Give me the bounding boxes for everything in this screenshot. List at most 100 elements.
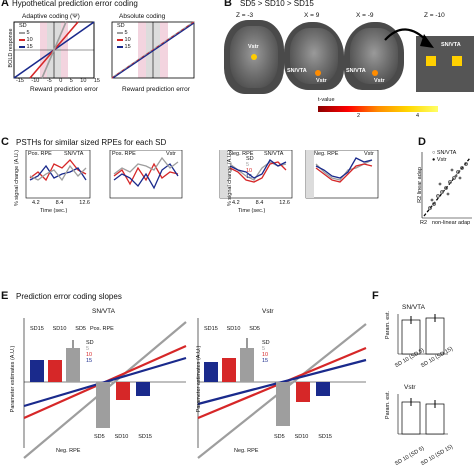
panel-a-ylabel: BOLD response xyxy=(8,28,14,68)
legend-item: 10 xyxy=(86,352,93,358)
legend-title: SD xyxy=(246,156,254,162)
legend-item: 5 xyxy=(124,30,128,36)
legend-item: 15 xyxy=(86,358,93,364)
psth-ylabel: % signal change (A.U.) xyxy=(227,149,233,207)
panel-b-title: SD5 > SD10 > SD15 xyxy=(240,0,314,8)
neg-rpe-label: Neg. RPE xyxy=(234,448,259,454)
panel-d-scatter xyxy=(421,152,472,219)
colorbar-tick: 2 xyxy=(357,113,361,119)
bar-label: SD5 xyxy=(274,434,285,440)
legend-item: 10 xyxy=(246,168,253,174)
psth-xticks: 4.2 8.4 12.6 xyxy=(32,200,90,206)
legend-title: SD xyxy=(86,340,94,346)
brain-slice-sagittal-right xyxy=(284,22,344,90)
bar-label: SD5 xyxy=(94,434,105,440)
bar-label: SD10 xyxy=(294,434,309,440)
tick: 12.6 xyxy=(79,200,90,206)
panel-e-slopes xyxy=(23,318,367,459)
panel-a-xlabel-right: Reward prediction error xyxy=(122,86,190,93)
psth-xlabel: Time (sec.) xyxy=(238,208,266,214)
slice-label: X = -9 xyxy=(356,12,374,19)
legend-item: SN/VTA xyxy=(436,150,457,156)
tick: -5 xyxy=(46,78,52,84)
activation-blob xyxy=(372,70,378,76)
panel-d-xlabel: non-linear adap xyxy=(432,220,471,226)
psth-label: Neg. RPE xyxy=(314,151,339,157)
psth-xlabel: Time (sec.) xyxy=(40,208,68,214)
tick: 12.6 xyxy=(279,200,290,206)
psth-label: Pos. RPE xyxy=(28,151,52,157)
region-label: SN/VTA xyxy=(92,308,115,315)
legend-item: 15 xyxy=(262,358,269,364)
psth-region: SN/VTA xyxy=(64,151,84,157)
psth-region: Vstr xyxy=(364,151,374,157)
legend-item: 15 xyxy=(246,174,253,180)
region-label: Vstr xyxy=(404,384,416,391)
legend-title: SD xyxy=(262,340,270,346)
psth-label: Neg. RPE xyxy=(229,151,254,157)
brain-slice-sagittal-left xyxy=(344,22,404,90)
tick: 10 xyxy=(80,78,87,84)
region-label: SN/VTA xyxy=(402,304,425,311)
legend-title: SD xyxy=(19,23,27,29)
bar-label: SD5 xyxy=(75,326,86,332)
panel-a-xticks: -15 -10 -5 0 5 10 15 xyxy=(16,78,100,84)
panel-a-plots xyxy=(13,21,195,79)
panel-a-legend-right: SD 5 10 15 xyxy=(117,23,131,51)
colorbar-label: t-value xyxy=(318,97,335,103)
psth-legend: SD 5 10 15 xyxy=(246,156,254,180)
tick: 4.2 xyxy=(32,200,40,206)
panel-e-ylabel: Parameter estimates (A.U.) xyxy=(10,345,16,413)
bar-labels-pos: SD15 SD10 SD5 xyxy=(204,326,260,332)
colorbar-tick: 4 xyxy=(416,113,420,119)
panel-f-bars xyxy=(397,314,448,435)
slice-label: Z = -10 xyxy=(424,12,445,19)
panel-c-title: PSTHs for similar sized RPEs for each SD xyxy=(16,138,167,147)
tick: 5 xyxy=(69,78,73,84)
bar-label: SD15 xyxy=(30,326,44,332)
pos-rpe-label: Pos. RPE xyxy=(90,326,114,332)
legend-item: 5 xyxy=(246,162,250,168)
tick: 8.4 xyxy=(255,200,264,206)
legend-item: Vstr xyxy=(436,157,447,163)
psth-xticks: 4.2 8.4 12.6 xyxy=(232,200,290,206)
bar-label: SD15 xyxy=(138,434,152,440)
legend-title: SD xyxy=(117,23,125,29)
psth-label: Pos. RPE xyxy=(112,151,136,157)
legend-item: 15 xyxy=(26,44,33,50)
legend-item: 15 xyxy=(124,44,131,50)
panel-a-xlabel-left: Reward prediction error xyxy=(30,86,98,93)
panel-d-corner: R2 xyxy=(420,220,428,226)
snvta-label: SN/VTA xyxy=(441,42,461,48)
panel-d-legend: ○ SN/VTA ● Vstr xyxy=(432,150,457,163)
panel-e-legend: SD 5 10 15 xyxy=(86,340,94,364)
bar-label: SD15 xyxy=(204,326,218,332)
bar-labels-pos: SD15 SD10 SD5 xyxy=(30,326,86,332)
tick: 8.4 xyxy=(55,200,64,206)
panel-d-letter: D xyxy=(418,136,426,148)
colorbar xyxy=(318,106,438,112)
legend-item: 10 xyxy=(124,37,131,43)
slice-label: Z = -3 xyxy=(236,12,254,19)
psth-ylabel: % signal change (A.U.) xyxy=(14,149,20,207)
slice-label: X = 9 xyxy=(304,12,320,19)
snvta-label: SN/VTA xyxy=(346,68,366,74)
bar-labels-neg: SD5 SD10 SD15 xyxy=(274,434,332,440)
activation-blob xyxy=(452,56,462,66)
tick: 0 xyxy=(59,78,63,84)
tick: 15 xyxy=(93,78,100,84)
activation-blob xyxy=(251,54,257,60)
activation-blob xyxy=(315,70,321,76)
legend-item: 5 xyxy=(86,346,90,352)
absolute-coding-title: Absolute coding xyxy=(119,13,166,20)
panel-a-letter: A xyxy=(1,0,9,9)
bar-label: SD15 xyxy=(318,434,332,440)
panel-f-ylabel: Param. est. xyxy=(385,390,391,420)
vstr-label: Vstr xyxy=(316,78,327,84)
bar-label: SD10 xyxy=(226,326,241,332)
activation-blob xyxy=(426,56,436,66)
neg-rpe-label: Neg. RPE xyxy=(56,448,81,454)
bar-label: SD10 xyxy=(52,326,67,332)
legend-item: 5 xyxy=(26,30,30,36)
tick: -15 xyxy=(16,78,24,84)
